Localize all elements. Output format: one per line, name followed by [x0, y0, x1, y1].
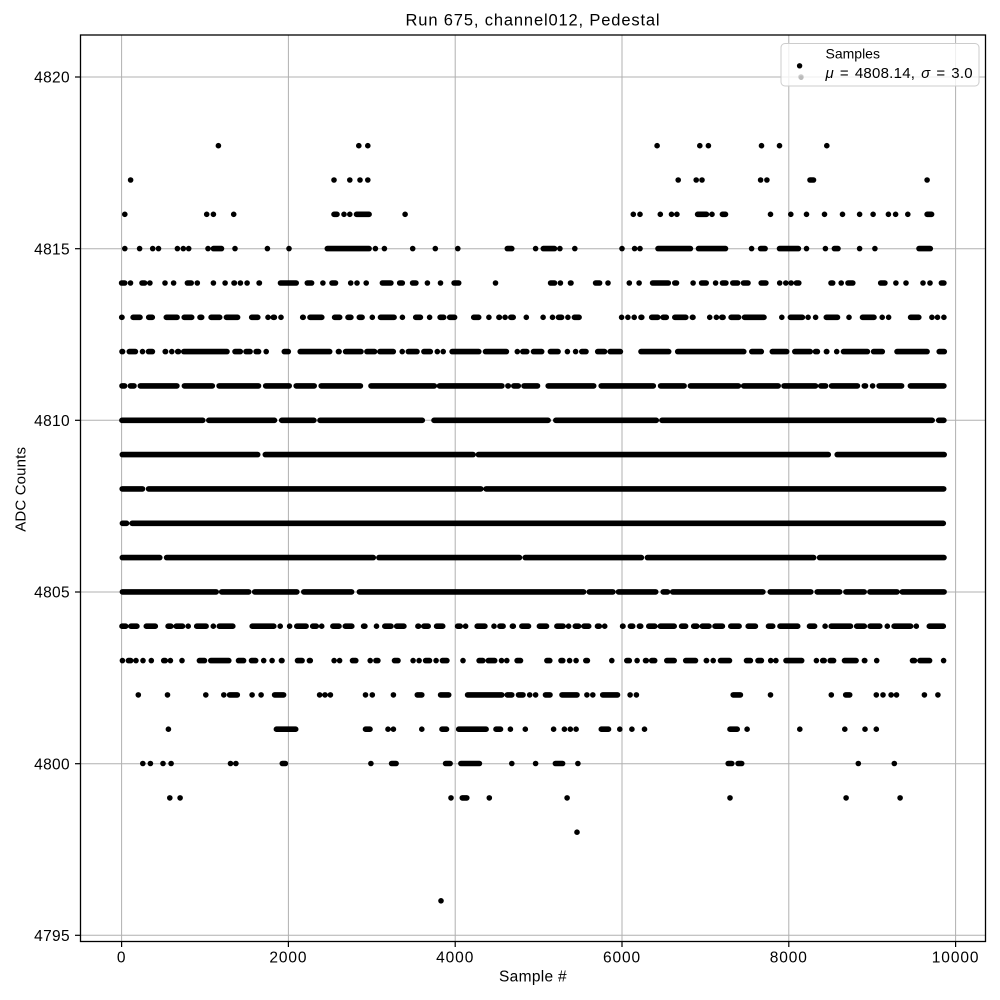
svg-text:Samples: Samples: [826, 46, 880, 62]
svg-text:4800: 4800: [34, 756, 70, 773]
svg-text:4795: 4795: [34, 928, 70, 945]
svg-text:4810: 4810: [34, 413, 70, 430]
svg-text:6000: 6000: [603, 950, 641, 967]
svg-text:4815: 4815: [34, 241, 70, 258]
svg-text:4820: 4820: [34, 70, 70, 87]
svg-text:8000: 8000: [770, 950, 808, 967]
svg-text:Sample #: Sample #: [499, 969, 567, 986]
svg-text:0: 0: [117, 950, 127, 967]
svg-text:4805: 4805: [34, 585, 70, 602]
svg-text:μ = 4808.14, σ = 3.0: μ = 4808.14, σ = 3.0: [825, 65, 973, 82]
svg-text:2000: 2000: [269, 950, 307, 967]
svg-text:ADC Counts: ADC Counts: [13, 447, 30, 532]
svg-text:4000: 4000: [436, 950, 474, 967]
svg-text:10000: 10000: [932, 950, 980, 967]
svg-text:Run 675, channel012, Pedestal: Run 675, channel012, Pedestal: [406, 12, 661, 30]
